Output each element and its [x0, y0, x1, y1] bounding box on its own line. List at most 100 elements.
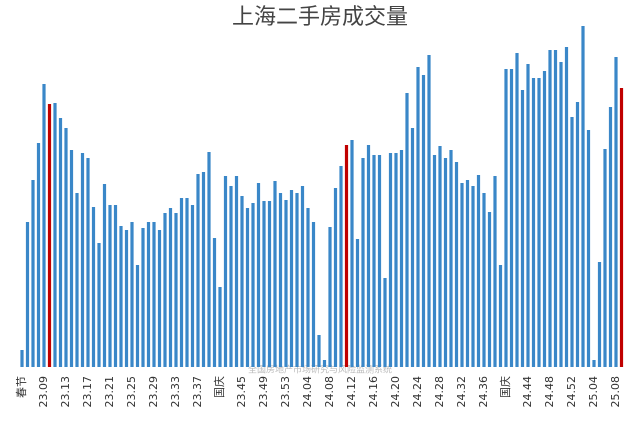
bar	[113, 205, 118, 367]
bar	[190, 205, 195, 367]
bar	[471, 186, 475, 367]
x-tick-label: 23.37	[191, 376, 204, 408]
x-tick-label: 24.52	[565, 376, 578, 408]
bar	[267, 201, 272, 367]
bar	[91, 207, 96, 367]
bar	[438, 146, 442, 367]
bar	[592, 360, 596, 367]
bar	[542, 71, 547, 367]
bar	[174, 213, 178, 367]
bar	[586, 130, 591, 367]
x-tick-label: 25.04	[587, 376, 600, 408]
bar	[53, 103, 57, 367]
bar	[251, 203, 255, 367]
bar	[207, 152, 211, 367]
x-tick-label: 25.08	[609, 376, 622, 408]
bar	[179, 198, 184, 367]
bar	[421, 75, 426, 367]
bar	[47, 104, 52, 367]
bar	[278, 193, 283, 367]
bar	[119, 226, 123, 367]
bar	[102, 184, 107, 367]
bar	[372, 155, 376, 367]
bar	[361, 158, 365, 367]
x-tick-label: 24.44	[521, 376, 534, 408]
bar	[135, 265, 140, 367]
bar	[25, 222, 30, 367]
bar	[432, 155, 437, 367]
x-tick-label: 23.53	[279, 376, 292, 408]
bar	[130, 222, 134, 367]
bar	[75, 193, 79, 367]
bar	[256, 183, 261, 367]
bar	[295, 193, 299, 367]
bar	[394, 153, 398, 367]
bar	[339, 166, 343, 367]
bar	[570, 117, 574, 367]
bar	[498, 265, 503, 367]
bar	[289, 190, 294, 367]
x-tick-label: 24.32	[455, 376, 468, 408]
bar	[36, 143, 41, 367]
bar	[449, 150, 453, 367]
bar	[328, 227, 332, 367]
bar	[608, 107, 613, 367]
bar	[163, 213, 167, 367]
bar	[553, 50, 558, 367]
bar	[465, 180, 470, 367]
bar	[619, 88, 624, 367]
x-tick-label: 23.13	[59, 376, 72, 408]
bar	[597, 262, 602, 367]
x-tick-label: 23.17	[81, 376, 94, 408]
x-tick-label: 24.08	[323, 376, 336, 408]
bar	[317, 335, 321, 367]
bar	[218, 287, 222, 367]
bar	[273, 181, 277, 367]
bar	[504, 69, 508, 367]
bar	[531, 78, 536, 367]
x-tick-label: 国庆	[498, 376, 512, 398]
bar	[108, 205, 112, 367]
bar	[614, 57, 618, 367]
bar	[20, 350, 24, 367]
bar	[388, 153, 393, 367]
bar	[399, 150, 404, 367]
x-tick-label: 23.49	[257, 376, 270, 408]
bar	[603, 149, 607, 367]
bar	[537, 78, 541, 367]
bar	[212, 238, 217, 367]
bar	[146, 222, 151, 367]
bar	[168, 208, 173, 367]
bar	[152, 222, 156, 367]
bar	[69, 150, 74, 367]
bar	[311, 222, 316, 367]
bar	[366, 145, 371, 367]
bar	[64, 128, 68, 367]
bar	[482, 193, 486, 367]
bar	[575, 102, 580, 367]
bar	[548, 50, 552, 367]
bar	[80, 153, 85, 367]
bar	[185, 198, 189, 367]
x-tick-label: 春节	[15, 376, 28, 398]
bar	[284, 200, 288, 367]
bar	[97, 243, 101, 367]
bar	[86, 158, 90, 367]
x-tick-label: 国庆	[212, 376, 226, 398]
bar	[526, 64, 530, 367]
x-tick-label: 24.36	[477, 376, 490, 408]
bar	[350, 140, 354, 367]
bar	[245, 208, 250, 367]
bar	[141, 228, 145, 367]
bar	[223, 176, 228, 367]
x-tick-label: 23.33	[169, 376, 182, 408]
bar	[405, 93, 409, 367]
bar	[487, 212, 492, 367]
bar	[581, 26, 585, 367]
chart-title: 上海二手房成交量	[232, 5, 408, 30]
bar	[383, 278, 387, 367]
bar	[427, 55, 431, 367]
bar	[443, 158, 448, 367]
bar	[564, 47, 569, 367]
bar	[416, 67, 420, 367]
